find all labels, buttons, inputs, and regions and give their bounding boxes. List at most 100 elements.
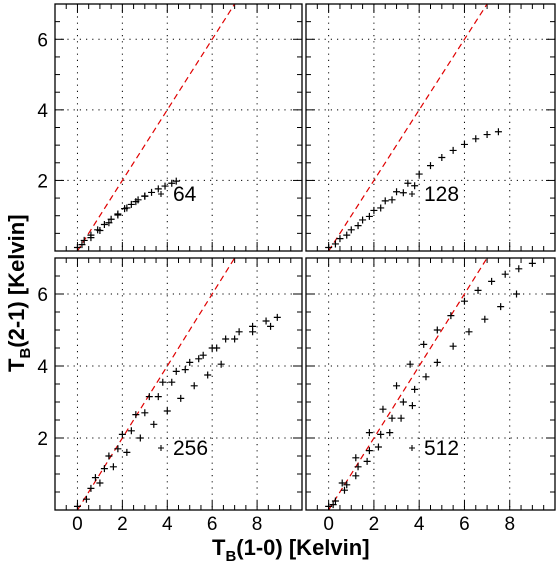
data-point [365,429,373,437]
series-0 [73,313,281,510]
data-point [159,378,167,386]
panel-frame [54,257,303,511]
data-point [186,358,194,366]
series-1 [82,360,225,503]
x-tick-label: 6 [207,514,218,535]
reference-line [328,3,488,252]
reference-line [76,3,236,252]
data-point [127,427,135,435]
data-point [399,398,407,406]
data-point [267,322,275,330]
data-point [114,445,122,453]
data-point [161,182,169,190]
data-point [513,290,521,298]
x-axis-title-rest: (1-0) [Kelvin] [236,535,369,560]
x-tick-label: 2 [117,514,128,535]
data-point [343,231,351,239]
data-point [96,479,104,487]
data-point [100,221,108,229]
data-point [388,196,396,204]
data-point [249,328,257,336]
data-point [87,234,95,242]
panel-label: 128 [424,183,459,206]
data-point [420,340,428,348]
data-point [352,472,360,480]
data-point [406,360,414,368]
data-point [497,303,505,311]
data-point [472,135,480,143]
data-point [107,215,115,223]
data-point [150,420,158,428]
data-point [465,328,473,336]
series-0 [325,128,502,251]
data-point [204,371,212,379]
data-point [87,484,95,492]
y-axis-title-sub: B [17,348,34,359]
data-point [199,351,207,359]
data-point [411,385,419,393]
data-point [377,204,385,212]
data-point [340,486,348,494]
y-tick-label: 2 [37,429,48,450]
panels-layer: 64 2 4 6 128 256 2 4 6 0 2 4 6 8 512 0 2 4 6 8 [37,3,556,535]
panel-label: 64 [173,183,197,206]
data-point [168,179,176,187]
data-point [483,131,491,139]
data-point [422,373,430,381]
data-point [73,243,81,251]
data-point [78,241,86,249]
data-point [154,185,162,193]
data-point [411,182,419,190]
data-point [118,430,126,438]
x-tick-label: 8 [504,514,515,535]
data-point [177,394,185,402]
data-point [433,358,441,366]
x-axis-title-sub: B [225,548,236,565]
data-point [136,434,144,442]
data-point [365,212,373,220]
panel-label: 256 [173,437,208,460]
data-point [105,452,113,460]
data-point [325,243,333,251]
data-point [460,140,468,148]
data-point [168,378,176,386]
data-point [433,326,441,334]
data-point [399,189,407,197]
data-point [343,481,351,489]
data-point [331,240,339,248]
data-point [262,317,270,325]
data-point [325,502,333,510]
data-point [386,429,394,437]
data-point [273,313,281,321]
data-point [331,497,339,505]
data-point [222,335,230,343]
series-1 [78,192,149,249]
data-point [123,204,131,212]
data-point [190,382,198,390]
data-point [347,226,355,234]
data-point [114,211,122,219]
data-point [154,393,162,401]
data-point [195,355,203,363]
panel-bottom-right: 512 0 2 4 6 8 [305,257,556,535]
data-point [393,188,401,196]
data-point [141,192,149,200]
series-2 [329,402,416,509]
data-point [354,222,362,230]
panel-label: 512 [424,437,459,460]
series-1 [331,182,419,248]
data-point [145,393,153,401]
x-tick-label: 4 [414,514,425,535]
data-point [231,335,239,343]
y-tick-label: 2 [37,171,48,192]
data-point [181,366,189,374]
data-point [132,198,140,206]
panel-frame [54,3,303,252]
data-point [374,443,382,451]
data-point [100,465,108,473]
data-point [213,344,221,352]
data-point [397,414,405,422]
data-point [363,457,371,465]
series-0 [325,259,536,510]
y-axis-title: TB(2-1) [Kelvin] [4,214,34,372]
